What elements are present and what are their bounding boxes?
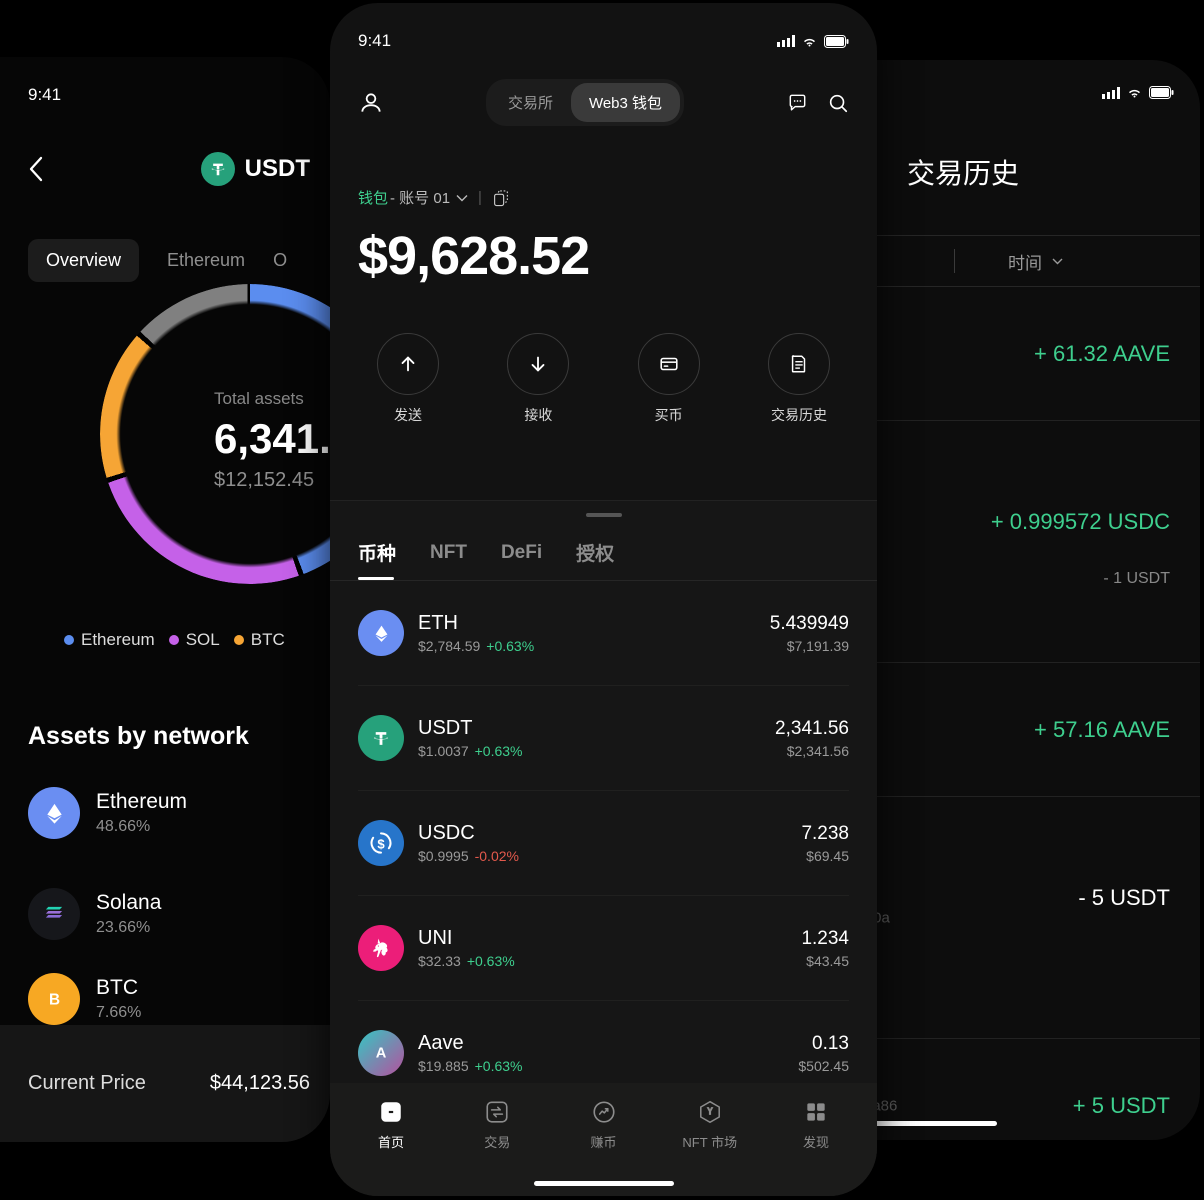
svg-text:B: B [48, 991, 59, 1008]
svg-text:$: $ [377, 836, 385, 851]
svg-text:A: A [376, 1046, 387, 1062]
